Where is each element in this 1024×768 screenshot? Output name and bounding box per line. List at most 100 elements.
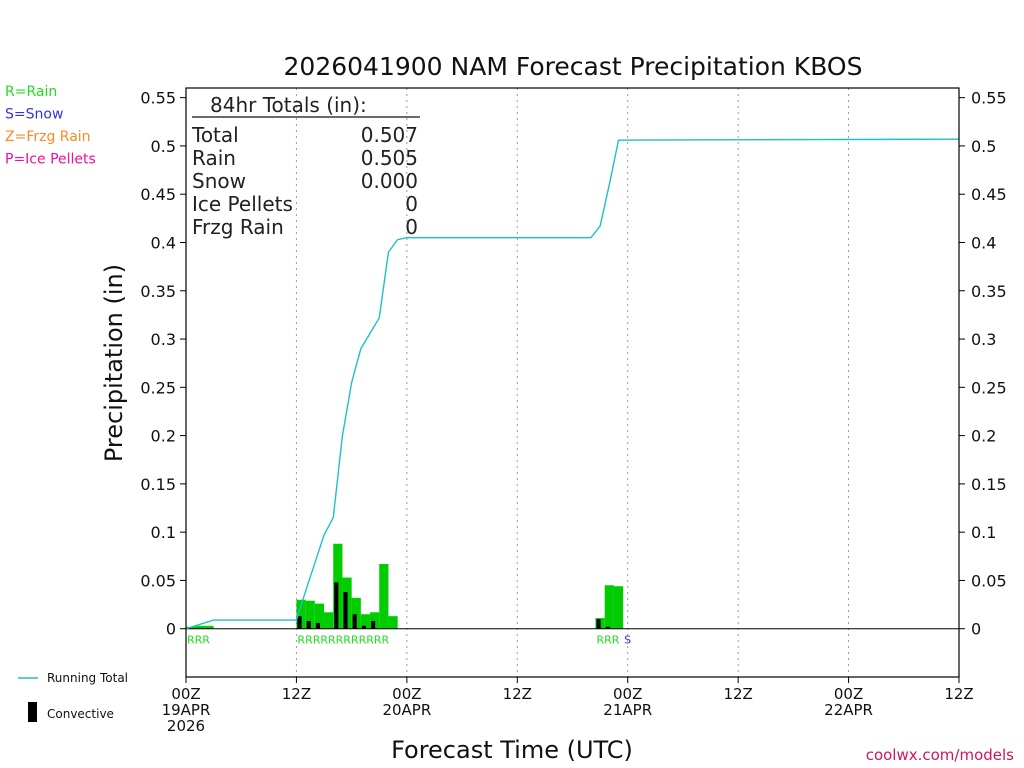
precip-bar [305,600,315,629]
totals-box: 84hr Totals (in): Total 0.507 Rain 0.505 Snow… [191,93,420,239]
convective-bar [361,625,366,629]
y-tick-label: 0.2 [971,427,996,446]
x-tick-label: 22APR [824,701,873,719]
convective-bars [297,582,610,629]
y-axis-left: 0 0.05 0.1 0.15 0.2 0.25 0.3 0.35 0.4 0.45 0.5 0.55 [140,89,186,639]
running-total-legend: Running Total [18,671,128,685]
precip-type-legend: R=Rain S=Snow Z=Frzg Rain P=Ice Pellets [5,84,96,168]
totals-row-label: Snow [192,169,246,193]
precip-bar [388,616,398,629]
totals-row-label: Ice Pellets [192,192,293,216]
convective-legend-swatch [28,702,37,722]
totals-row-value: 0 [405,192,418,216]
y-tick-label: 0.45 [971,185,1007,204]
x-tick-label: 12Z [282,685,311,703]
precip-bar [204,625,214,629]
convective-bar [334,582,339,629]
y-axis-title: Precipitation (in) [100,264,128,462]
totals-row-value: 0.505 [361,146,418,170]
convective-bar [306,620,311,629]
y-tick-label: 0.4 [151,233,176,252]
running-total-line [185,138,960,630]
y-axis-right: 0 0.05 0.1 0.15 0.2 0.25 0.3 0.35 0.4 0.45 0.5 0.55 [959,89,1007,639]
y-tick-label: 0.45 [140,185,176,204]
precip-bars [186,543,624,629]
plot-frame [185,87,960,678]
convective-bar [605,626,610,629]
precip-bar [613,586,624,629]
x-tick-label: 21APR [603,701,652,719]
precip-bar [604,585,614,629]
y-tick-label: 0 [971,620,981,639]
x-tick-label: 19APR [162,701,211,719]
convective-bar [343,592,348,629]
totals-row-value: 0 [405,215,418,239]
precip-type-legend-item: S=Snow [5,107,63,123]
totals-row-label: Frzg Rain [192,215,284,239]
convective-bar [297,616,302,629]
x-tick-label: 20APR [382,701,431,719]
x-tick-label: 00Z [613,685,642,703]
convective-bar [315,622,320,629]
precip-bar [370,612,380,629]
x-tick-label: 12Z [503,685,532,703]
y-tick-label: 0.15 [140,475,176,494]
precip-type-codes: RRR RRRRRRRRRRRR RRR S [187,634,631,647]
precip-type-code: RRR [597,634,620,647]
precip-bar [195,625,205,629]
convective-legend: Convective [28,702,114,722]
y-tick-label: 0.55 [971,89,1007,108]
totals-row-label: Total [191,123,239,147]
y-tick-label: 0.1 [151,523,176,542]
x-tick-label: 12Z [723,685,752,703]
y-tick-label: 0.25 [971,378,1007,397]
y-tick-label: 0 [166,620,176,639]
y-tick-label: 0.4 [971,233,996,252]
precip-type-code: RRR [187,634,210,647]
precip-bar [360,614,371,629]
x-axis-title: Forecast Time (UTC) [391,736,633,764]
precip-bar [296,599,306,629]
precip-bar [314,603,325,629]
precip-bar [379,564,389,629]
x-tick-label: 12Z [944,685,973,703]
convective-bar [596,619,601,629]
y-tick-label: 0.35 [971,282,1007,301]
grid [295,88,850,677]
y-tick-label: 0.2 [151,427,176,446]
chart-title: 2026041900 NAM Forecast Precipitation KB… [284,52,863,81]
credit-link[interactable]: coolwx.com/models [866,746,1014,764]
convective-legend-label: Convective [47,707,114,721]
running-total-legend-label: Running Total [47,671,128,685]
totals-row-value: 0.000 [361,169,418,193]
y-tick-label: 0.3 [971,330,996,349]
y-tick-label: 0.05 [971,571,1007,590]
y-tick-label: 0.15 [971,475,1007,494]
precip-type-code: RRRRRRRRRRRR [297,634,389,647]
y-tick-label: 0.35 [140,282,176,301]
x-tick-label: 00Z [392,685,421,703]
y-tick-label: 0.3 [151,330,176,349]
y-tick-label: 0.5 [971,137,996,156]
y-tick-label: 0.5 [151,137,176,156]
precip-type-legend-item: R=Rain [5,84,57,100]
totals-row-label: Rain [192,146,236,170]
precip-bar [324,612,334,629]
precip-type-legend-item: P=Ice Pellets [5,152,96,168]
x-tick-label: 00Z [171,685,200,703]
y-tick-label: 0.05 [140,571,176,590]
precip-type-legend-item: Z=Frzg Rain [5,129,91,145]
precip-bar [351,597,361,629]
convective-bar [371,620,376,629]
x-tick-label: 00Z [834,685,863,703]
y-tick-label: 0.55 [140,89,176,108]
x-tick-label: 2026 [167,717,205,735]
precip-type-code: S [624,634,631,647]
totals-header: 84hr Totals (in): [210,93,367,117]
y-tick-label: 0.25 [140,378,176,397]
convective-bar [352,614,357,629]
y-tick-label: 0.1 [971,523,996,542]
